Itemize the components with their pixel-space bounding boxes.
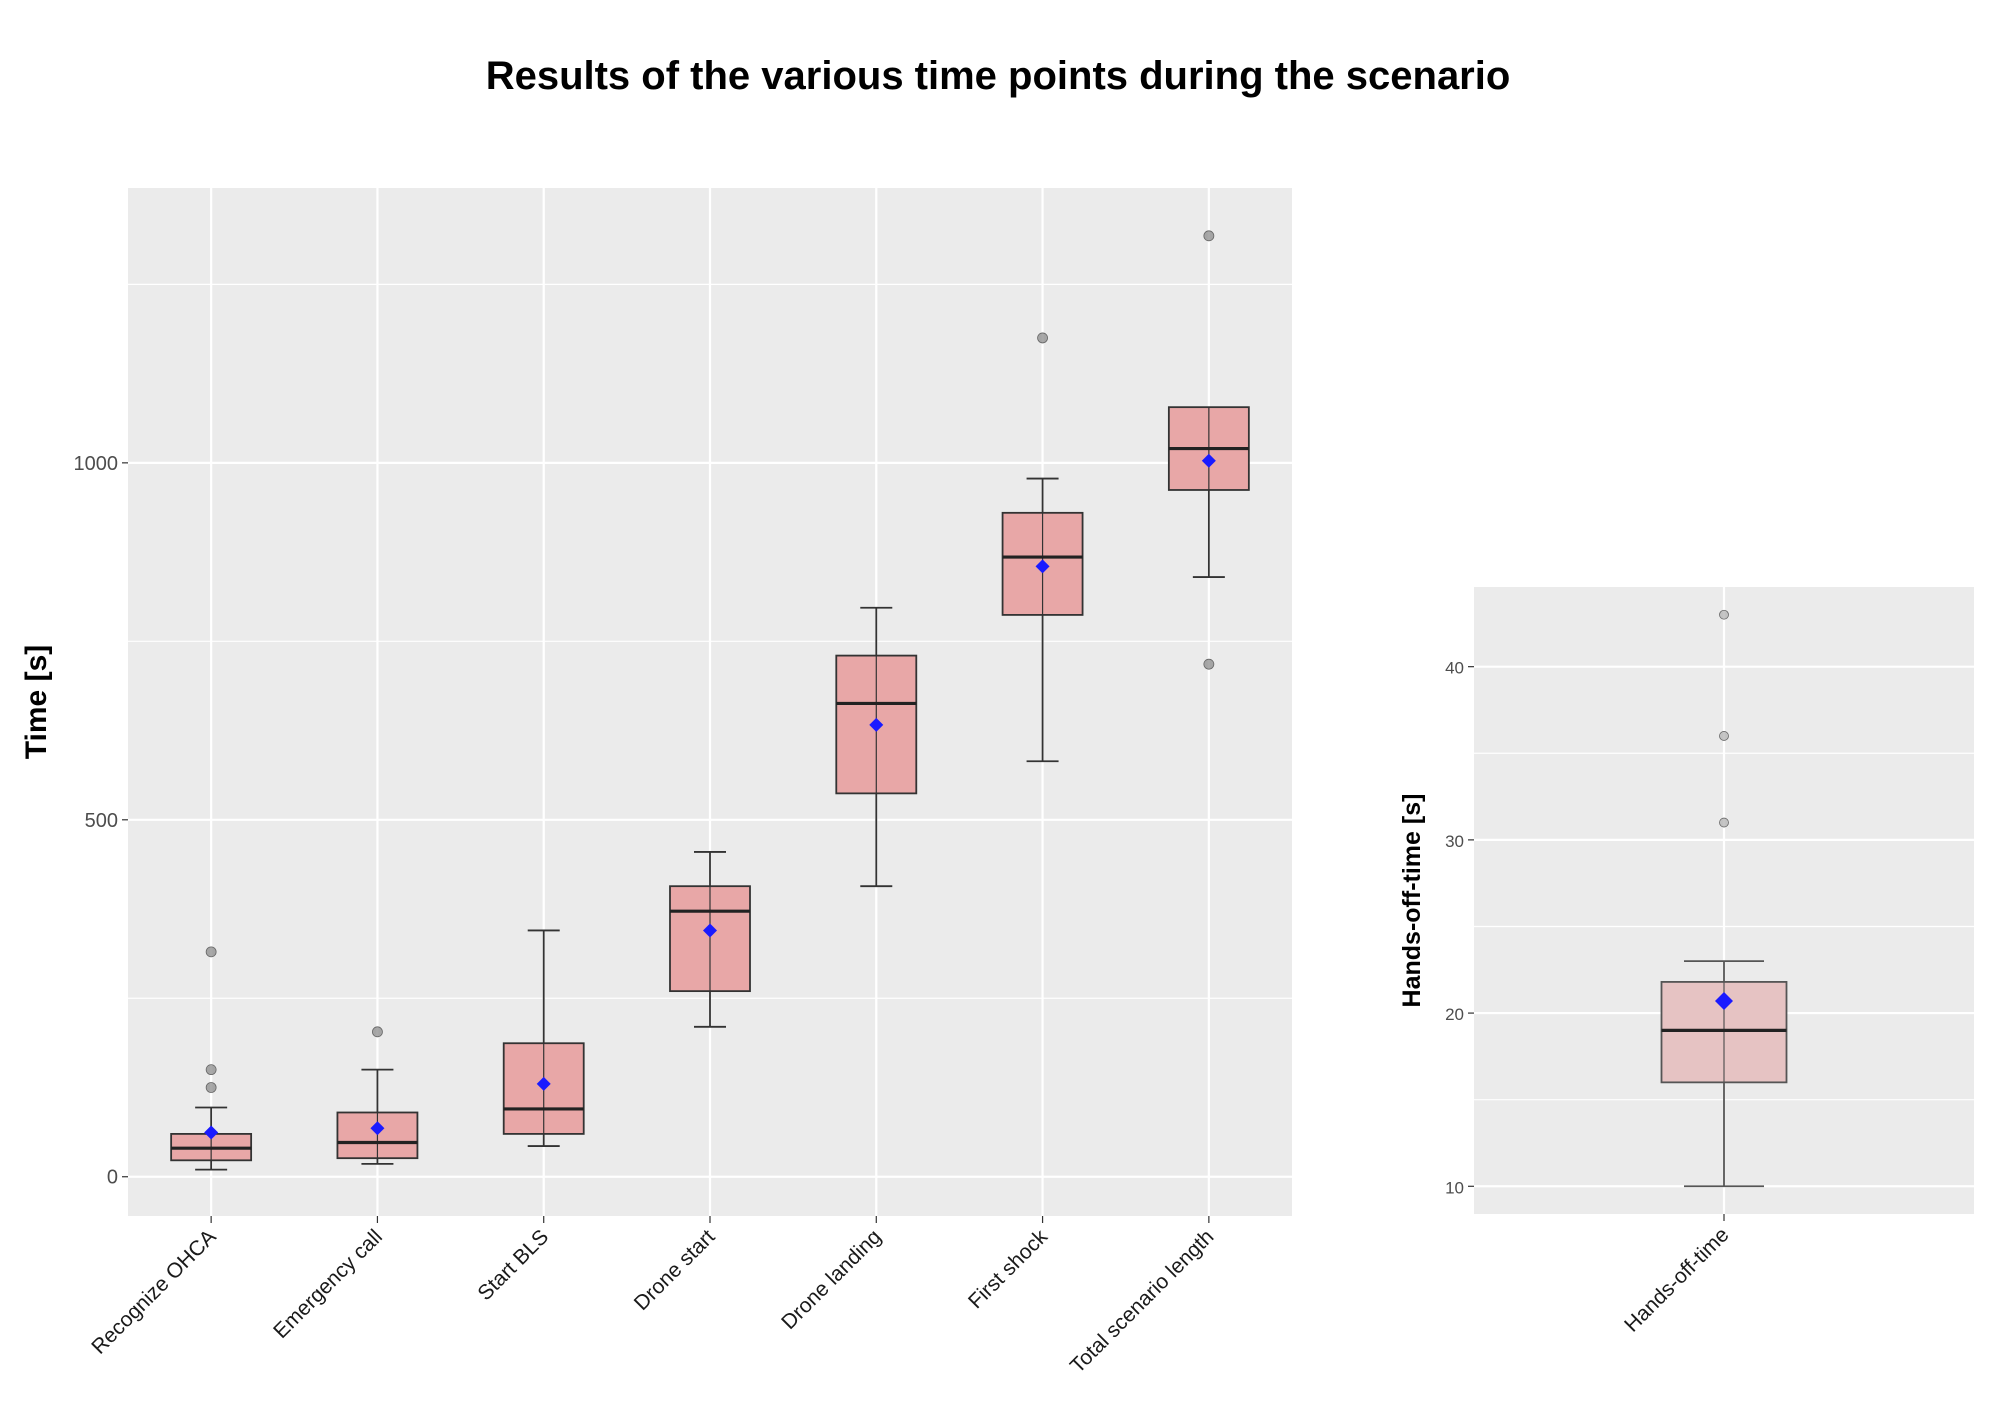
box-1 [336, 1026, 419, 1165]
hands-off-time-boxplot: 10 20 30 40 Hands-off-time [s] Hands-off-time [1398, 587, 1974, 1337]
box-0 [1660, 609, 1788, 1188]
x-tick-label: Total scenario length [1066, 1225, 1218, 1377]
outlier-point [205, 1082, 217, 1093]
mean-marker [1201, 453, 1216, 468]
y-axis-title: Time [s] [20, 645, 53, 759]
outlier-point [205, 946, 217, 958]
box-6 [1167, 230, 1250, 670]
box-3 [669, 851, 751, 1028]
box-2 [502, 929, 585, 1147]
outlier-point [1719, 731, 1729, 741]
x-tick-label: Drone landing [777, 1225, 886, 1334]
box-4 [835, 606, 918, 888]
mean-marker [703, 923, 717, 938]
mean-marker [869, 717, 884, 732]
outlier-point [1203, 230, 1215, 242]
x-tick-label: Start BLS [473, 1225, 553, 1305]
outlier-point [1203, 658, 1215, 670]
x-tick-label: Emergency call [269, 1225, 387, 1343]
x-tick-label: Hands-off-time [1620, 1223, 1733, 1336]
mean-marker [536, 1076, 551, 1091]
outlier-point [372, 1026, 383, 1038]
outlier-point [1719, 817, 1729, 828]
mean-marker [370, 1121, 385, 1136]
y-tick-label: 1000 [74, 453, 119, 475]
outlier-point [1037, 332, 1048, 344]
x-tick-label: First shock [964, 1225, 1052, 1313]
time-points-boxplot: 0 500 1000 Time [s] Recognize OHCA Emergency … [20, 188, 1292, 1378]
outlier-point [1719, 609, 1729, 620]
mean-marker [1035, 559, 1050, 574]
y-tick-label: 40 [1445, 659, 1464, 678]
mean-marker [1715, 991, 1733, 1010]
y-tick-label: 500 [85, 810, 118, 832]
outlier-point [205, 1064, 217, 1076]
x-tick-label: Drone start [630, 1225, 720, 1315]
box-0 [170, 946, 253, 1171]
y-axis-title: Hands-off-time [s] [1398, 794, 1426, 1008]
mean-marker [204, 1125, 219, 1140]
x-tick-label: Recognize OHCA [87, 1225, 220, 1358]
y-tick-label: 20 [1445, 1005, 1464, 1024]
y-tick-label: 30 [1445, 832, 1464, 851]
figure-title: Results of the various time points durin… [485, 54, 1511, 98]
y-tick-label: 0 [107, 1167, 118, 1189]
box-5 [1001, 332, 1084, 763]
y-tick-label: 10 [1445, 1178, 1464, 1197]
